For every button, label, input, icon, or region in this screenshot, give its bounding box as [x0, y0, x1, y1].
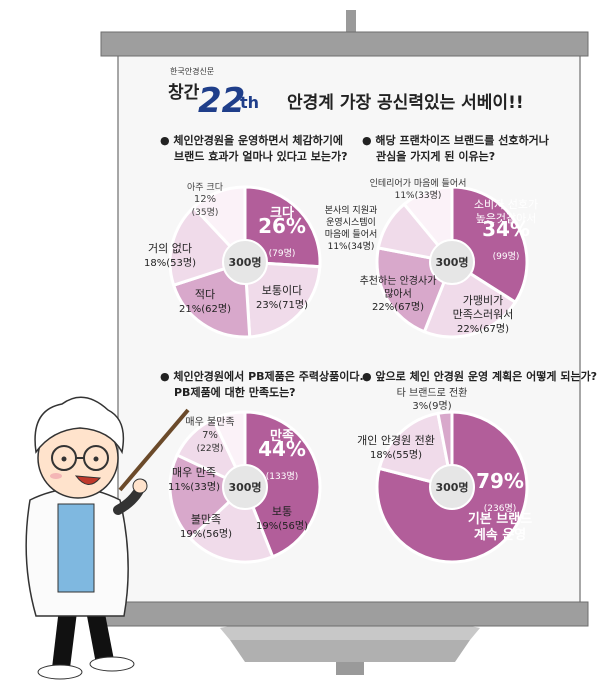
slice-label: 운영시스템이	[326, 216, 376, 228]
slice-label: 불만족	[191, 513, 221, 526]
slice-label: 7%	[202, 430, 218, 441]
slice-label: 보통	[272, 505, 292, 518]
slice-label: 거의 없다	[148, 242, 192, 255]
pie-center	[429, 464, 475, 510]
chart-title-line: 관심을 가지게 된 이유는?	[376, 149, 495, 163]
slice-label: 마음에 들어서	[325, 229, 378, 240]
stand-base	[230, 640, 470, 662]
slice-label: 적다	[195, 288, 215, 301]
badge-number: 22	[198, 81, 245, 121]
right-eye	[93, 456, 99, 462]
slice-label: 보통이다	[262, 284, 302, 297]
slice-label: 만족	[270, 428, 294, 444]
chart-title-line: 브랜드 효과가 얼마나 있다고 보는가?	[174, 149, 348, 163]
slice-label: 79%	[476, 469, 524, 493]
pie-slice	[243, 260, 322, 339]
slice-label: 기본 브랜드	[468, 511, 532, 527]
slice-label: 18%(55명)	[370, 449, 422, 461]
pie-slice	[168, 453, 248, 541]
pie-center-label: 300명	[228, 255, 261, 269]
slice-label: 21%(62명)	[179, 303, 231, 315]
hair	[34, 396, 125, 455]
page-title: 안경계 가장 공신력있는 서베이!!	[287, 93, 524, 113]
slice-label: 11%(33명)	[168, 481, 220, 493]
slice-label: 매우 만족	[172, 466, 216, 479]
slice-label: 인테리어가 마음에 들어서	[370, 178, 467, 189]
pie-center	[222, 239, 268, 285]
pie-chart-4: ● 앞으로 체인 안경원 운영 계획은 어떻게 되는가? 300명 79% (236명…	[357, 369, 597, 564]
right-shoe	[89, 656, 135, 672]
cheek	[50, 473, 62, 479]
publisher-name: 한국안경신문	[170, 66, 214, 76]
slice-label: 크다	[270, 205, 294, 221]
presenter-character	[25, 396, 190, 680]
slice-label: 23%(71명)	[256, 299, 308, 311]
top-rail	[100, 31, 589, 57]
pie-slice	[171, 259, 252, 339]
mouth	[74, 475, 102, 485]
chart-title-line: ● 체인안경원을 운영하면서 체감하기에	[160, 133, 343, 147]
slice-label: 19%(56명)	[180, 528, 232, 540]
slice-label: 22%(67명)	[457, 323, 509, 335]
badge-suffix: th	[240, 93, 259, 112]
slice-label: 타 브랜드로 전환	[397, 387, 468, 399]
slice-label: 아주 크다	[187, 182, 224, 193]
slice-label: 44%	[258, 437, 306, 461]
blue-shirt	[57, 503, 95, 593]
slice-label: (35명)	[192, 207, 219, 218]
chart-title-line: ● 앞으로 체인 안경원 운영 계획은 어떻게 되는가?	[362, 369, 597, 383]
hand	[132, 478, 148, 494]
slice-label: 추천하는 안경사가	[360, 274, 437, 287]
slice-label: 개인 안경원 전환	[357, 434, 435, 447]
chart-title-line: ● 해당 프랜차이즈 브랜드를 선호하거나	[362, 133, 549, 147]
pie-slice	[377, 411, 454, 490]
slice-label: 11%(33명)	[395, 190, 442, 201]
pie-chart-3: ● 체인안경원에서 PB제품은 주력상품이다. PB제품에 대한 만족도는? 300…	[160, 369, 364, 564]
pie-center	[429, 239, 475, 285]
slice-label: (99명)	[493, 251, 520, 262]
pie-center-label: 300명	[435, 480, 468, 494]
pie-center-label: 300명	[228, 480, 261, 494]
badge-prefix: 창간	[168, 83, 200, 103]
slice-label: 34%	[482, 217, 530, 241]
pointer-stick	[118, 408, 190, 492]
slice-label: (133명)	[266, 471, 298, 482]
left-shoe	[37, 664, 83, 680]
slice-label: 본사의 지원과	[325, 205, 378, 216]
slice-label: 계속 운영	[474, 528, 526, 543]
chart-title-line: PB제품에 대한 만족도는?	[174, 385, 296, 399]
slice-label: 가맹비가	[463, 294, 503, 307]
slice-label: 26%	[258, 214, 306, 238]
slice-label: 많아서	[384, 288, 412, 300]
slice-label: 높은것같아서	[476, 212, 537, 225]
hanger-hook	[346, 10, 356, 32]
pie-center	[222, 464, 268, 510]
slice-label: (236명)	[484, 503, 516, 514]
left-eye	[61, 456, 67, 462]
pie-center-label: 300명	[435, 255, 468, 269]
slice-label: 만족스러워서	[453, 308, 514, 321]
slice-label: 매우 불만족	[185, 416, 234, 428]
chart-title-line: ● 체인안경원에서 PB제품은 주력상품이다.	[160, 369, 364, 383]
bottom-rail	[100, 601, 589, 627]
pie-slice	[243, 410, 322, 559]
slice-label: 3%(9명)	[412, 400, 451, 412]
slice-label: 19%(56명)	[256, 520, 308, 532]
slice-label: 18%(53명)	[144, 257, 196, 269]
header: 한국안경신문 창간 22 th 안경계 가장 공신력있는 서베이!!	[168, 66, 524, 121]
left-leg	[52, 600, 78, 668]
slice-label: (79명)	[269, 248, 296, 259]
pie-slice	[243, 185, 322, 269]
slice-label: (22명)	[197, 443, 224, 454]
slice-label: 11%(34명)	[328, 241, 375, 252]
slice-label: 22%(67명)	[372, 301, 424, 313]
slice-label: 12%	[194, 194, 216, 205]
slice-label: 소비자 선호가	[474, 198, 538, 211]
